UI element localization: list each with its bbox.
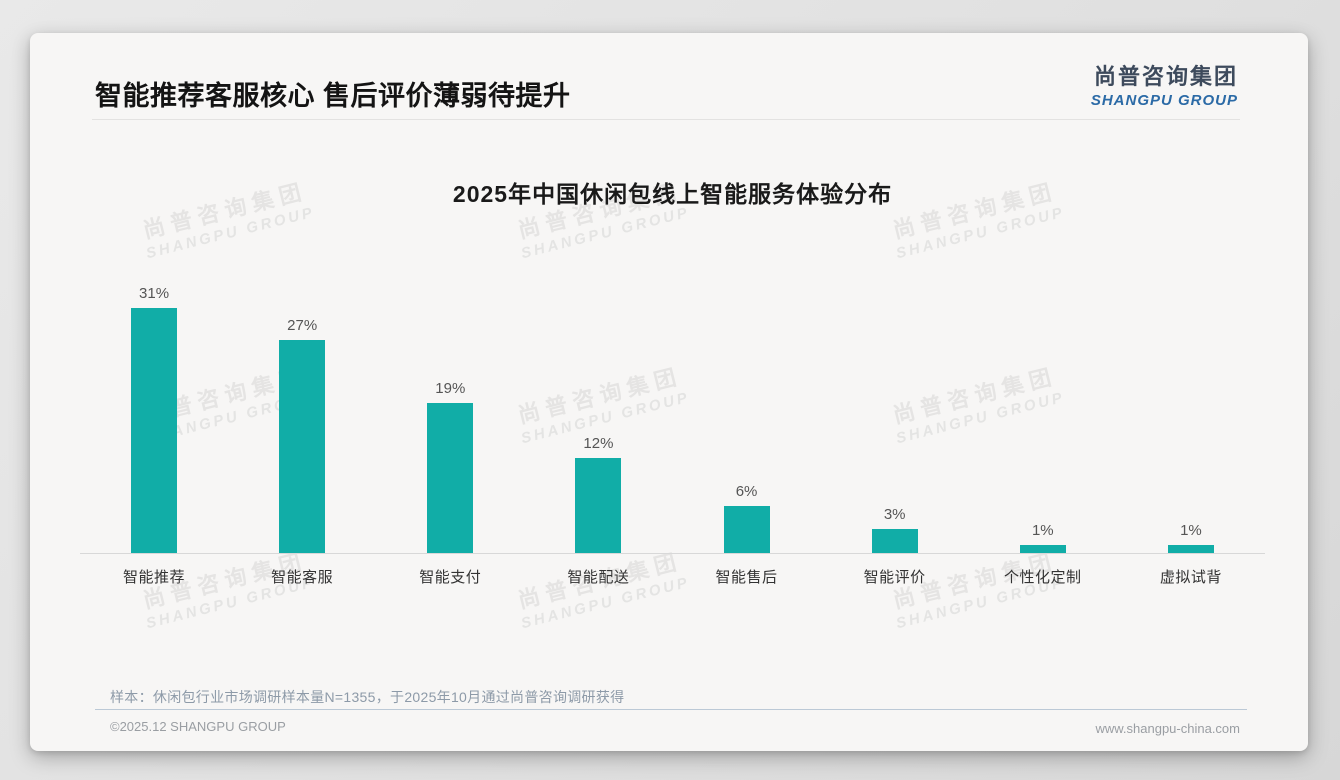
watermark: 尚普咨询集团 SHANGPU GROUP — [887, 543, 1066, 632]
x-axis-line — [80, 553, 1265, 554]
footer-divider — [95, 709, 1247, 710]
category-label: 智能配送 — [567, 569, 630, 586]
bar-value-label: 19% — [435, 380, 466, 397]
bar-column: 6% — [673, 233, 821, 553]
chart-title: 2025年中国休闲包线上智能服务体验分布 — [452, 181, 893, 207]
bar — [575, 458, 622, 553]
bar-value-label: 12% — [583, 435, 614, 452]
bar-value-label: 3% — [883, 506, 906, 523]
bar-column: 31% — [80, 233, 228, 553]
bar — [1167, 545, 1214, 553]
watermark: 尚普咨询集团 SHANGPU GROUP — [137, 543, 316, 632]
bar-column: 3% — [821, 233, 969, 553]
bar — [131, 308, 178, 553]
header-divider — [92, 119, 1240, 120]
category-label: 个性化定制 — [1004, 569, 1082, 586]
logo-cn-text: 尚普咨询集团 — [1093, 64, 1238, 89]
bar-column: 1% — [1117, 233, 1265, 553]
bar-value-label: 1% — [1031, 522, 1054, 539]
logo-en-text: SHANGPU GROUP — [1090, 92, 1238, 109]
bar-value-label: 31% — [139, 285, 170, 302]
bar — [427, 403, 474, 553]
category-label: 智能客服 — [271, 569, 334, 586]
bar-column: 27% — [228, 233, 376, 553]
category-label: 智能评价 — [863, 569, 926, 586]
bar — [723, 506, 770, 553]
bar — [1019, 545, 1066, 553]
watermark: 尚普咨询集团 SHANGPU GROUP — [512, 543, 691, 632]
page-title: 智能推荐客服核心 售后评价薄弱待提升 — [95, 81, 571, 111]
bar — [871, 529, 918, 553]
company-logo: 尚普咨询集团 SHANGPU GROUP — [1091, 59, 1238, 109]
bar-value-label: 6% — [735, 483, 758, 500]
bar-value-label: 27% — [287, 317, 318, 334]
bar-column: 19% — [376, 233, 524, 553]
chart-plot-area: 31% 27% 19% 12% 6% 3% 1% 1% — [80, 233, 1265, 553]
x-axis-labels: 智能推荐 智能客服 智能支付 智能配送 智能售后 智能评价 个性化定制 虚拟试背 — [80, 566, 1265, 587]
bar-column: 12% — [524, 233, 672, 553]
category-label: 智能支付 — [419, 569, 482, 586]
slide-card: 尚普咨询集团 SHANGPU GROUP 尚普咨询集团 SHANGPU GROUP 尚普… — [30, 33, 1308, 751]
website-text: www.shangpu-china.com — [1095, 721, 1240, 736]
category-label: 虚拟试背 — [1159, 569, 1222, 586]
bar — [279, 340, 326, 553]
category-label: 智能推荐 — [123, 569, 186, 586]
sample-note: 样本：休闲包行业市场调研样本量N=1355，于2025年10月通过尚普咨询调研获… — [110, 689, 625, 705]
bar-value-label: 1% — [1180, 522, 1202, 539]
bar-column: 1% — [969, 233, 1117, 553]
copyright-text: ©2025.12 SHANGPU GROUP — [110, 719, 286, 734]
category-label: 智能售后 — [715, 569, 778, 586]
